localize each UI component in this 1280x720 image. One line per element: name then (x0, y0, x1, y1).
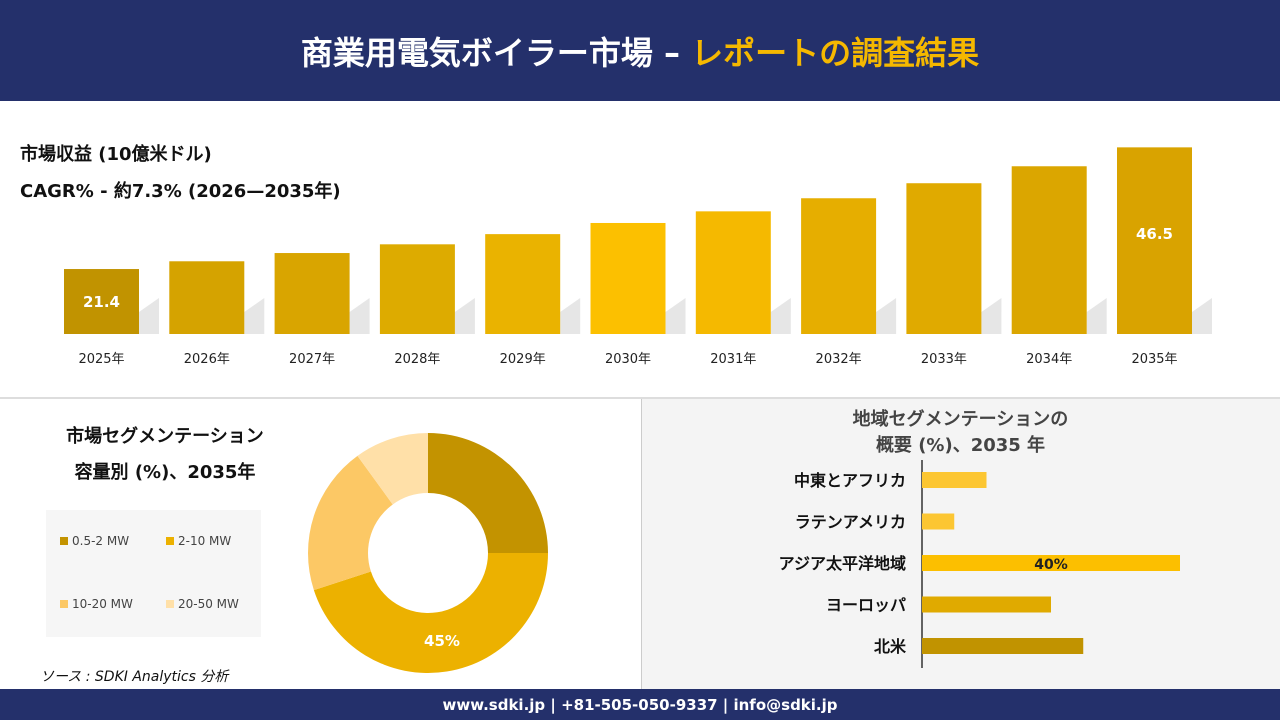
donut-slice (428, 433, 548, 553)
bar-shadow (1192, 298, 1212, 334)
bar-shadow (454, 298, 475, 334)
x-tick-label: 2029年 (500, 352, 546, 367)
bar (590, 222, 666, 334)
capacity-donut-chart: 45% (308, 433, 548, 674)
region-title-2: 概要 (%)、2035 年 (875, 435, 1046, 456)
region-bar (922, 555, 1180, 571)
x-tick-label: 2030年 (605, 352, 651, 367)
bar (695, 211, 771, 334)
legend-swatch (166, 537, 174, 545)
header-banner: 商業用電気ボイラー市場 – レポートの調査結果 (0, 0, 1280, 101)
bar (64, 269, 139, 334)
x-tick-label: 2027年 (289, 352, 335, 367)
legend-label: 20-50 MW (178, 597, 239, 611)
legend-item: 0.5-2 MW (60, 534, 129, 548)
bar (485, 234, 561, 334)
revenue-title: 市場収益 (10億米ドル) (20, 144, 212, 165)
region-bar (922, 513, 955, 530)
data-label: 21.4 (83, 293, 120, 311)
x-tick-label: 2035年 (1131, 352, 1177, 367)
region-bar (922, 596, 1051, 613)
title-highlight: レポートの調査結果 (691, 33, 980, 72)
region-title-1: 地域セグメンテーションの (852, 409, 1069, 430)
legend-label: 0.5-2 MW (72, 534, 130, 548)
region-label: 中東とアフリカ (794, 471, 906, 490)
x-tick-label: 2033年 (921, 352, 967, 367)
legend-swatch (60, 537, 68, 545)
capacity-title-1: 市場セグメンテーション (66, 426, 264, 447)
x-tick-label: 2034年 (1026, 352, 1072, 367)
legend-label: 2-10 MW (178, 534, 232, 548)
bar (274, 253, 350, 334)
legend-swatch (60, 600, 68, 608)
bar (169, 261, 245, 334)
bar (801, 198, 877, 334)
legend-label: 10-20 MW (72, 597, 133, 611)
donut-slice (313, 553, 548, 674)
revenue-bar-chart: 2025年 21.4 2026年 2027年 2028年 2029年 2030年 2031年 2… (64, 147, 1212, 367)
title-main: 商業用電気ボイラー市場 – (300, 33, 680, 72)
bar-shadow (560, 298, 581, 334)
donut-legend: 0.5-2 MW 2-10 MW 10-20 MW 20-50 MW (46, 510, 261, 637)
bar-shadow (244, 298, 265, 334)
bar (1011, 166, 1087, 334)
bar-shadow (139, 298, 159, 334)
region-label: アジア太平洋地域 (779, 554, 906, 573)
legend-swatch (166, 600, 174, 608)
region-data-label: 40% (1034, 557, 1068, 573)
x-tick-label: 2025年 (78, 352, 124, 367)
bar-shadow (349, 298, 370, 334)
bar-shadow (665, 298, 686, 334)
legend-item: 20-50 MW (166, 597, 239, 611)
x-tick-label: 2028年 (394, 352, 440, 367)
bar (379, 244, 455, 334)
source-note: ソース : SDKI Analytics 分析 (40, 669, 229, 685)
capacity-title-2: 容量別 (%)、2035年 (74, 462, 256, 483)
x-tick-label: 2031年 (710, 352, 756, 367)
legend-item: 10-20 MW (60, 597, 133, 611)
donut-slice (308, 455, 393, 591)
bar-shadow (876, 298, 897, 334)
donut-label: 45% (424, 632, 460, 650)
x-tick-label: 2032年 (816, 352, 862, 367)
region-label: 北米 (874, 637, 907, 656)
cagr-text: CAGR% - 約7.3% (2026—2035年) (20, 181, 341, 202)
donut-slice (357, 433, 428, 505)
bar-shadow (981, 298, 1002, 334)
bar (906, 183, 982, 334)
legend-item: 2-10 MW (166, 534, 231, 548)
bar-shadow (770, 298, 791, 334)
divider (0, 397, 1280, 399)
region-label: ラテンアメリカ (795, 513, 906, 532)
bar (1117, 147, 1192, 334)
footer-contact: www.sdki.jp | +81-505-050-9337 | info@sd… (0, 689, 1280, 720)
bar-shadow (1086, 298, 1107, 334)
region-label: ヨーロッパ (826, 596, 906, 615)
region-bar (922, 472, 987, 488)
data-label: 46.5 (1136, 225, 1173, 243)
region-bar (922, 638, 1084, 654)
x-tick-label: 2026年 (184, 352, 230, 367)
